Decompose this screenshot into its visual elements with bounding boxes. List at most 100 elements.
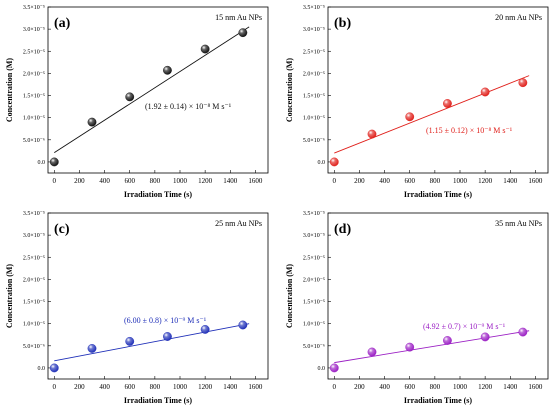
data-point xyxy=(443,336,452,345)
rate-label: (6.00 ± 0.8) × 10⁻⁹ M s⁻¹ xyxy=(124,316,207,325)
data-points xyxy=(329,78,528,167)
np-label: 20 nm Au NPs xyxy=(495,13,542,22)
y-tick-label: 1.0×10⁻⁵ xyxy=(23,116,45,122)
x-tick-label: 200 xyxy=(74,383,85,391)
y-tick-label: 5.0×10⁻⁶ xyxy=(23,138,45,144)
y-tick-label: 2.5×10⁻⁵ xyxy=(303,49,325,55)
data-point xyxy=(480,87,490,97)
x-tick-label: 1600 xyxy=(528,383,543,391)
y-tick-label: 2.5×10⁻⁵ xyxy=(303,255,325,261)
y-tick-label: 1.5×10⁻⁵ xyxy=(23,300,45,306)
x-tick-label: 1200 xyxy=(478,177,493,185)
fit-line xyxy=(54,323,250,362)
x-tick-label: 1000 xyxy=(453,177,468,185)
x-tick-label: 1400 xyxy=(223,177,238,185)
x-tick-label: 400 xyxy=(99,177,110,185)
panel-label: (c) xyxy=(54,222,70,237)
fit-line xyxy=(334,330,530,364)
y-tick-label: 1.0×10⁻⁵ xyxy=(303,116,325,122)
y-tick-label: 2.0×10⁻⁵ xyxy=(23,277,45,283)
x-tick-label: 600 xyxy=(404,383,415,391)
data-point xyxy=(238,320,248,330)
x-tick-label: 600 xyxy=(124,383,135,391)
panel-a: 0 200 400 600 800 1000 1200 1400 1600 0.0 5.0×10⁻⁶… xyxy=(5,5,269,199)
y-tick-label: 0.0 xyxy=(38,160,46,166)
data-point xyxy=(367,347,377,357)
x-tick-label: 800 xyxy=(430,383,441,391)
y-tick-label: 2.0×10⁻⁵ xyxy=(23,71,45,77)
x-tick-label: 800 xyxy=(150,177,161,185)
x-tick-label: 0 xyxy=(333,383,337,391)
data-point xyxy=(200,325,210,334)
x-axis-title: Irradiation Time (s) xyxy=(404,396,472,405)
panel-d: 0 200 400 600 800 1000 1200 1400 1600 0.0 5.0×10⁻⁶… xyxy=(285,211,549,405)
data-point xyxy=(125,92,135,102)
data-point xyxy=(163,332,172,341)
x-tick-label: 400 xyxy=(99,383,110,391)
data-point xyxy=(87,344,97,353)
data-point xyxy=(329,363,339,373)
y-tick-label: 0.0 xyxy=(318,160,326,166)
rate-label: (1.92 ± 0.14) × 10⁻⁸ M s⁻¹ xyxy=(145,102,232,111)
y-tick-label: 3.5×10⁻⁵ xyxy=(23,5,45,11)
y-axis-title: Concentration (M) xyxy=(285,264,294,329)
data-point xyxy=(405,342,415,352)
x-axis-title: Irradiation Time (s) xyxy=(124,190,192,199)
y-axis-title: Concentration (M) xyxy=(5,264,14,329)
y-tick-label: 2.5×10⁻⁵ xyxy=(23,49,45,55)
x-tick-label: 0 xyxy=(53,383,57,391)
y-tick-label: 2.0×10⁻⁵ xyxy=(303,277,325,283)
x-tick-label: 200 xyxy=(354,177,365,185)
panel-c: 0 200 400 600 800 1000 1200 1400 1600 0.0 5.0×10⁻⁶… xyxy=(5,211,269,405)
y-tick-label: 5.0×10⁻⁶ xyxy=(23,344,45,350)
x-tick-label: 0 xyxy=(333,177,337,185)
panel-b: 0 200 400 600 800 1000 1200 1400 1600 0.0 5.0×10⁻⁶… xyxy=(285,5,549,199)
x-tick-label: 400 xyxy=(379,383,390,391)
y-tick-label: 3.0×10⁻⁵ xyxy=(303,233,325,239)
y-tick-label: 3.5×10⁻⁵ xyxy=(303,211,325,217)
x-tick-label: 1600 xyxy=(528,177,543,185)
fit-line xyxy=(334,75,530,154)
y-tick-label: 1.5×10⁻⁵ xyxy=(303,300,325,306)
y-tick-label: 1.0×10⁻⁵ xyxy=(303,322,325,328)
y-tick-label: 0.0 xyxy=(38,366,46,372)
x-tick-label: 1000 xyxy=(173,177,188,185)
plot-frame xyxy=(47,212,269,380)
rate-label: (4.92 ± 0.7) × 10⁻⁹ M s⁻¹ xyxy=(423,322,506,331)
x-tick-label: 1000 xyxy=(453,383,468,391)
data-point xyxy=(443,99,452,108)
x-tick-label: 200 xyxy=(74,177,85,185)
x-axis-title: Irradiation Time (s) xyxy=(124,396,192,405)
data-point xyxy=(49,363,59,373)
x-tick-label: 1200 xyxy=(198,177,213,185)
x-tick-label: 1200 xyxy=(478,383,493,391)
x-tick-label: 1400 xyxy=(503,383,518,391)
y-tick-label: 3.0×10⁻⁵ xyxy=(303,27,325,33)
x-tick-label: 1000 xyxy=(173,383,188,391)
x-tick-label: 800 xyxy=(430,177,441,185)
data-point xyxy=(480,332,490,342)
x-tick-label: 1400 xyxy=(223,383,238,391)
x-tick-label: 400 xyxy=(379,177,390,185)
data-point xyxy=(405,112,415,122)
ticks: 0 200 400 600 800 1000 1200 1400 1600 0.0 5.0×10⁻⁶… xyxy=(303,5,543,185)
fit-line xyxy=(54,26,250,154)
data-point xyxy=(163,65,172,75)
y-axis-title: Concentration (M) xyxy=(285,58,294,123)
data-point xyxy=(49,157,59,167)
panel-label: (b) xyxy=(334,16,351,31)
y-tick-label: 2.0×10⁻⁵ xyxy=(303,71,325,77)
y-tick-label: 3.5×10⁻⁵ xyxy=(303,5,325,11)
ticks: 0 200 400 600 800 1000 1200 1400 1600 0.0 5.0×10⁻⁶… xyxy=(23,5,263,185)
data-point xyxy=(87,117,97,127)
plot-frame xyxy=(327,212,549,380)
data-point xyxy=(518,78,528,88)
np-label: 15 nm Au NPs xyxy=(215,13,262,22)
x-tick-label: 600 xyxy=(124,177,135,185)
y-tick-label: 1.0×10⁻⁵ xyxy=(23,322,45,328)
x-axis-title: Irradiation Time (s) xyxy=(404,190,472,199)
data-point xyxy=(200,44,210,54)
x-tick-label: 600 xyxy=(404,177,415,185)
y-axis-title: Concentration (M) xyxy=(5,58,14,123)
